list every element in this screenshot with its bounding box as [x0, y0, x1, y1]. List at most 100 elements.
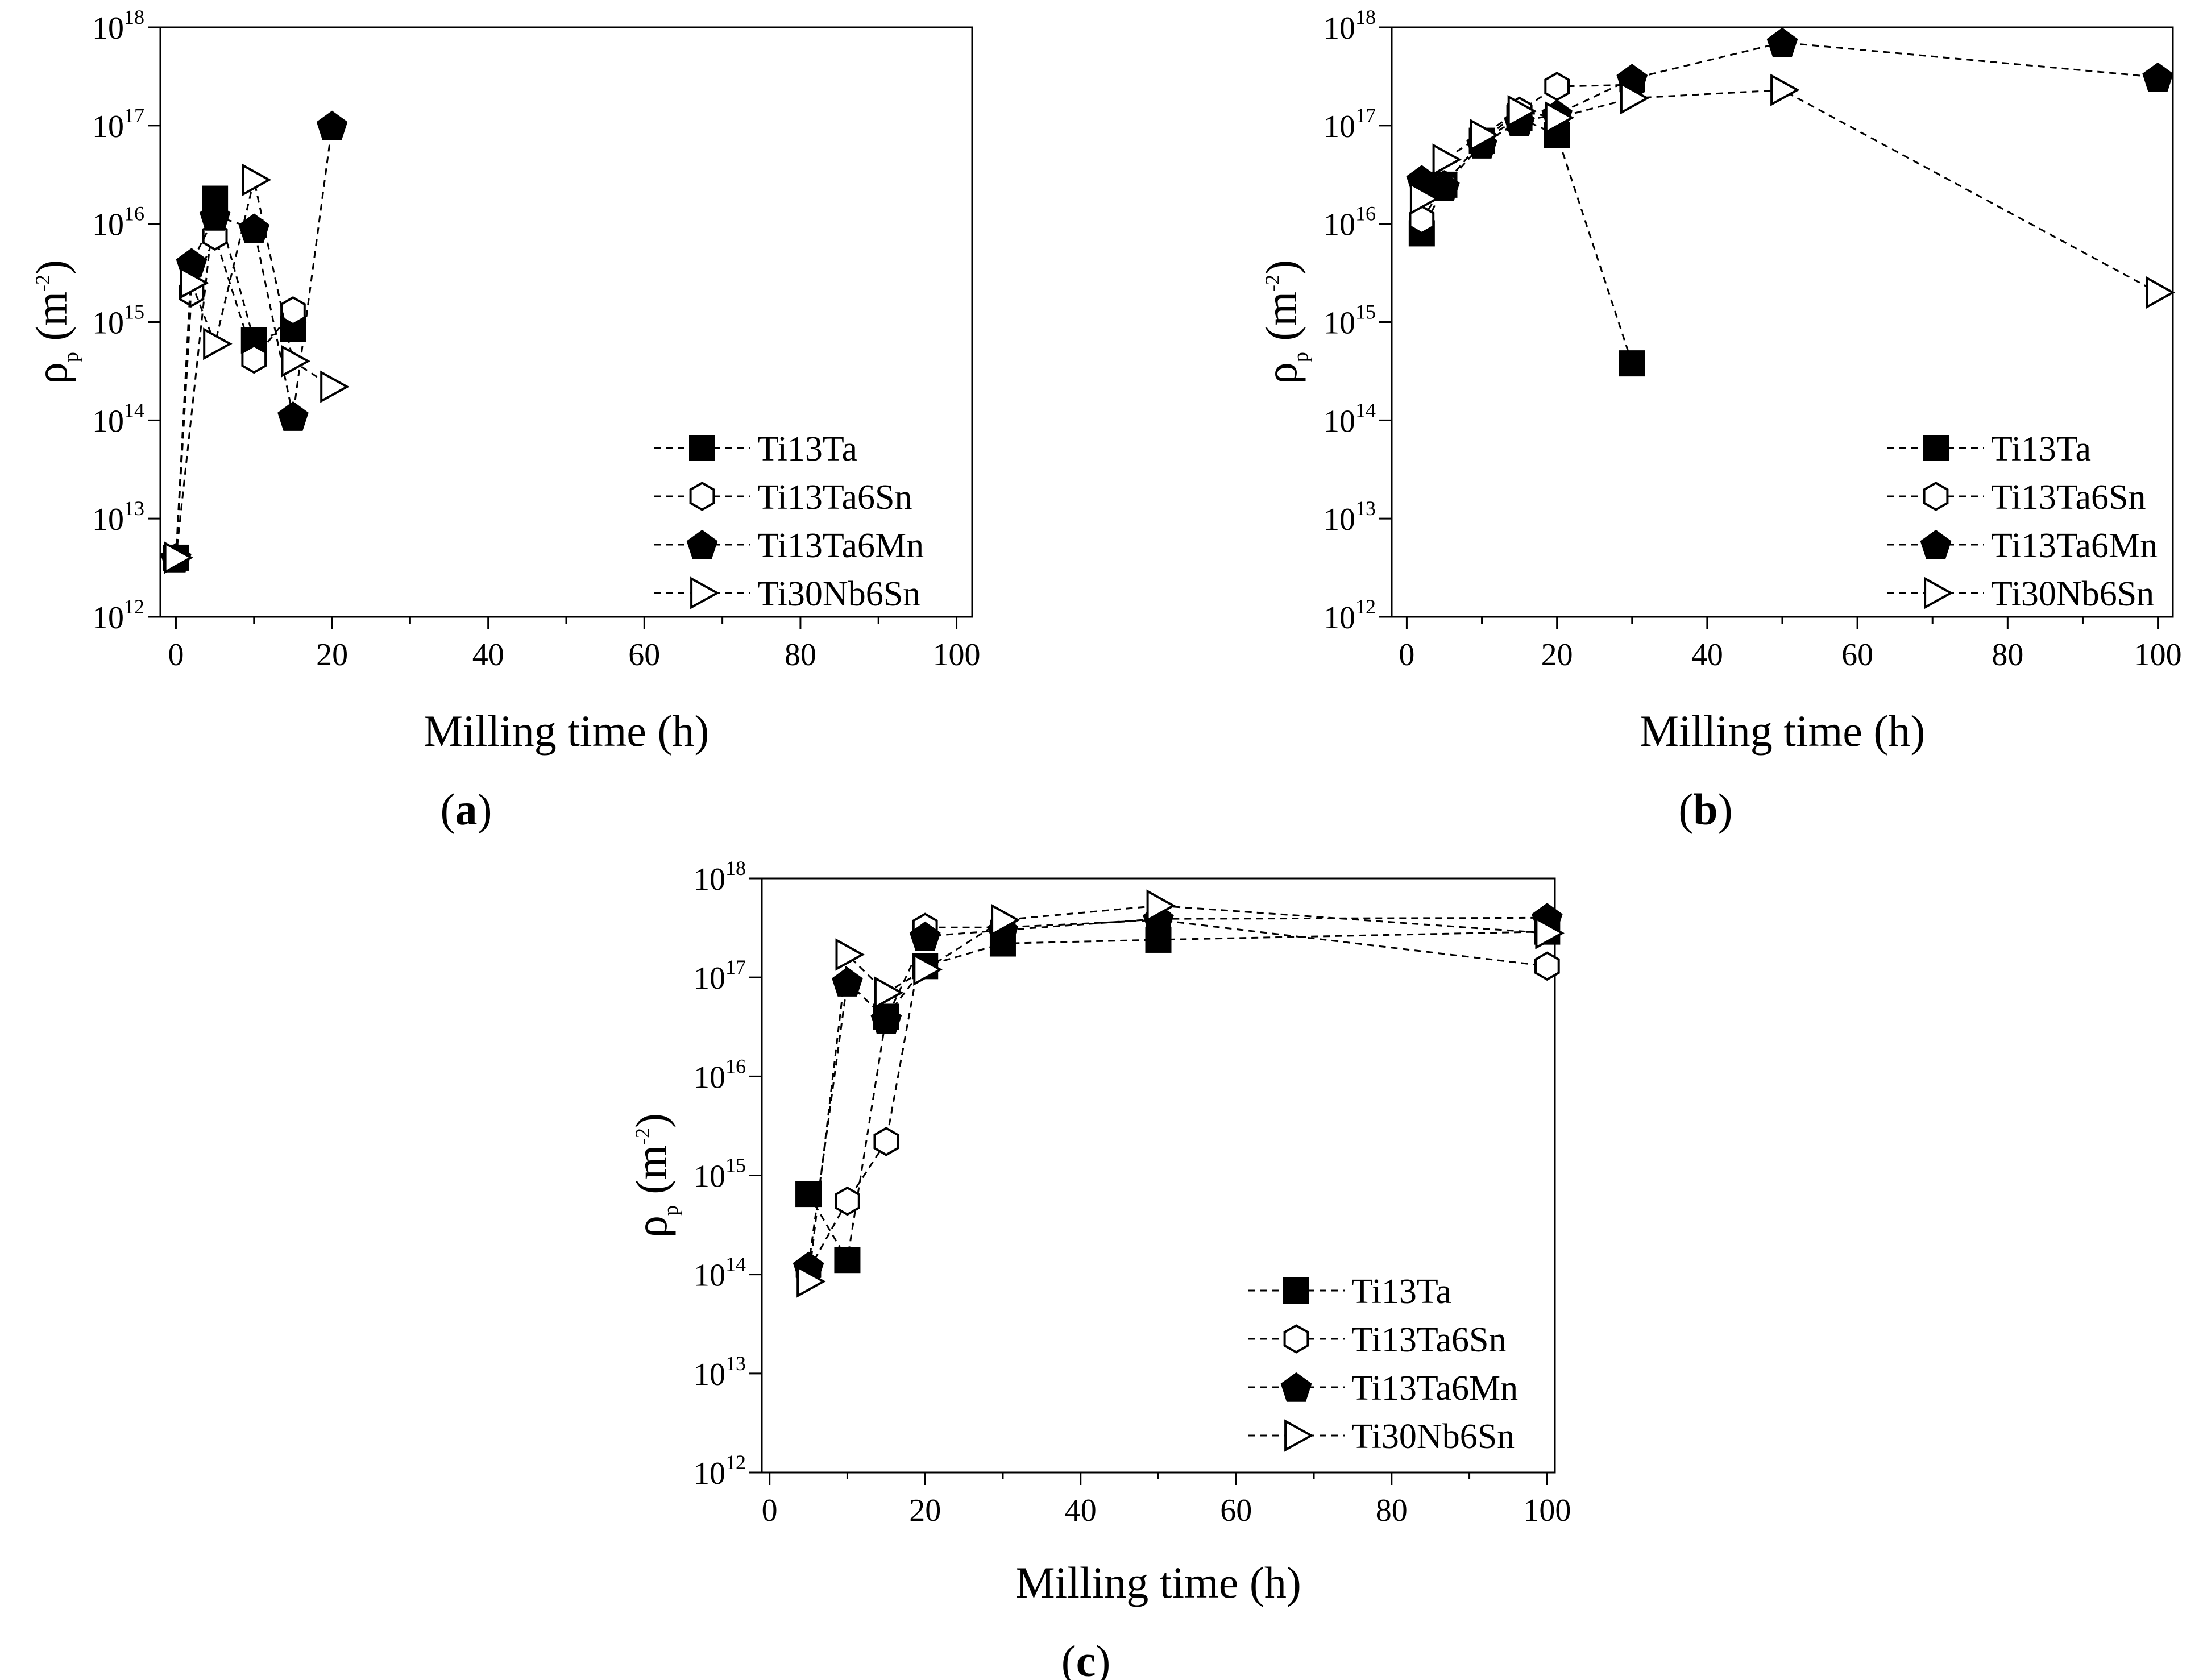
y-tick-base: 10 [92, 109, 124, 144]
y-tick-label: 1013 [92, 497, 144, 537]
legend-Ti30Nb6Sn-marker [690, 576, 720, 609]
Ti13Ta6Sn-marker [1534, 951, 1560, 981]
y-tick-base: 10 [92, 306, 124, 341]
y-tick-exponent: 18 [725, 857, 746, 880]
y-tick-label: 1016 [1324, 202, 1376, 243]
y-tick-label: 1013 [694, 1352, 746, 1392]
chart-panel-c: 0 20 40 60 80 1001012101310141015101610171018… [627, 857, 1571, 1680]
y-tick-base: 10 [694, 1258, 725, 1293]
legend-Ti13Ta-marker [1923, 435, 1949, 461]
y-tick-base: 10 [694, 961, 725, 996]
y-tick-exponent: 12 [1355, 595, 1376, 618]
legend-Ti30Nb6Sn-marker [1284, 1419, 1314, 1452]
legend-Ti13Ta6Mn-marker [1920, 529, 1952, 559]
y-title-symbol: ρ [627, 1216, 676, 1238]
y-title-symbol: ρ [27, 362, 76, 384]
Ti13Ta6Mn-line [1421, 42, 2158, 188]
Ti30Nb6Sn-marker [874, 976, 904, 1009]
x-tick-label: 0 [1399, 637, 1414, 673]
Ti13Ta6Mn-marker [1429, 171, 1460, 201]
caption-open: ( [1678, 785, 1693, 834]
legend-Ti13Ta6Sn-marker [1283, 1324, 1309, 1354]
Ti30Nb6Sn-marker [320, 370, 350, 403]
y-tick-base: 10 [92, 600, 124, 636]
y-tick-label: 1012 [694, 1451, 746, 1491]
Ti13Ta6Sn-marker [280, 296, 306, 326]
Ti30Nb6Sn-marker [1770, 73, 1800, 106]
legend-label-Ti13Ta: Ti13Ta [757, 430, 857, 468]
x-tick-label: 20 [316, 637, 348, 673]
Ti30Nb6Sn-marker [1409, 182, 1439, 215]
y-title-unit-exponent: -2 [631, 1128, 654, 1145]
caption-letter: c [1076, 1636, 1096, 1680]
Ti30Nb6Sn-marker [1146, 889, 1176, 922]
legend-label-Ti13Ta6Sn: Ti13Ta6Sn [757, 478, 912, 517]
y-tick-base: 10 [694, 1456, 725, 1491]
y-tick-label: 1014 [92, 399, 144, 439]
Ti30Nb6Sn-marker [1432, 143, 1462, 176]
Ti30Nb6Sn-marker [796, 1265, 826, 1298]
caption-close: ) [478, 785, 492, 834]
legend-label-Ti13Ta6Sn: Ti13Ta6Sn [1351, 1321, 1506, 1359]
y-tick-label: 1017 [694, 956, 746, 996]
y-tick-base: 10 [92, 208, 124, 243]
y-axis-title: ρp (m-2) [1256, 260, 1312, 384]
y-tick-base: 10 [92, 404, 124, 439]
y-tick-base: 10 [1324, 502, 1355, 537]
y-tick-exponent: 17 [124, 104, 144, 127]
caption-close: ) [1718, 785, 1733, 834]
x-tick-label: 80 [1376, 1493, 1408, 1528]
legend: Ti13Ta Ti13Ta6Sn Ti13Ta6Mn Ti30Nb6Sn [1887, 430, 2158, 613]
y-tick-label: 1018 [694, 857, 746, 897]
x-tick-label: 40 [1065, 1493, 1097, 1528]
caption-letter: a [455, 785, 478, 834]
series-Ti30Nb6Sn [1409, 73, 2176, 309]
Ti13Ta-marker [834, 1247, 861, 1274]
x-tick-label: 60 [1841, 637, 1873, 673]
y-tick-exponent: 16 [725, 1055, 746, 1077]
y-title-unit-exponent: -2 [31, 275, 54, 292]
Ti13Ta6Mn-marker [870, 1004, 902, 1034]
y-title-unit-exponent: -2 [1261, 275, 1284, 292]
legend-Ti30Nb6Sn-marker [1924, 576, 1953, 609]
y-tick-label: 1012 [92, 595, 144, 636]
y-tick-label: 1018 [1324, 6, 1376, 46]
caption-letter: b [1693, 785, 1717, 834]
x-tick-label: 100 [2134, 637, 2182, 673]
Ti30Nb6Sn-marker [1620, 82, 1650, 115]
y-tick-base: 10 [92, 502, 124, 537]
legend: Ti13Ta Ti13Ta6Sn Ti13Ta6Mn Ti30Nb6Sn [654, 430, 924, 613]
y-tick-label: 1012 [1324, 595, 1376, 636]
x-tick-label: 20 [909, 1493, 941, 1528]
y-tick-exponent: 17 [725, 956, 746, 978]
caption-close: ) [1096, 1636, 1110, 1680]
y-tick-exponent: 16 [124, 202, 144, 225]
series-Ti13Ta6Mn [793, 903, 1563, 1281]
y-tick-exponent: 15 [1355, 301, 1376, 323]
y-tick-exponent: 12 [725, 1451, 746, 1474]
Ti30Nb6Sn-marker [1507, 95, 1537, 128]
legend-Ti13Ta6Mn-marker [686, 529, 718, 559]
y-tick-base: 10 [694, 1159, 725, 1194]
y-title-unit: (m [27, 292, 76, 352]
x-tick-label: 80 [1992, 637, 2023, 673]
legend-label-Ti30Nb6Sn: Ti30Nb6Sn [757, 575, 920, 613]
Ti30Nb6Sn-marker [1545, 101, 1575, 134]
y-tick-exponent: 13 [124, 497, 144, 520]
Ti30Nb6Sn-marker [1470, 119, 1500, 152]
Ti13Ta6Sn-marker [835, 1186, 860, 1216]
y-tick-base: 10 [694, 1357, 725, 1392]
y-tick-exponent: 18 [124, 6, 144, 28]
x-axis-title: Milling time (h) [424, 706, 710, 756]
x-tick-label: 60 [628, 637, 660, 673]
Ti13Ta6Mn-marker [199, 201, 231, 231]
y-tick-exponent: 14 [725, 1253, 746, 1276]
Ti13Ta6Mn-marker [832, 966, 863, 997]
y-tick-label: 1015 [694, 1154, 746, 1194]
Ti30Nb6Sn-marker [281, 345, 311, 378]
y-tick-base: 10 [694, 1060, 725, 1095]
y-title-unit: (m [1256, 292, 1306, 352]
x-tick-label: 0 [762, 1493, 778, 1528]
legend: Ti13Ta Ti13Ta6Sn Ti13Ta6Mn Ti30Nb6Sn [1248, 1272, 1518, 1456]
